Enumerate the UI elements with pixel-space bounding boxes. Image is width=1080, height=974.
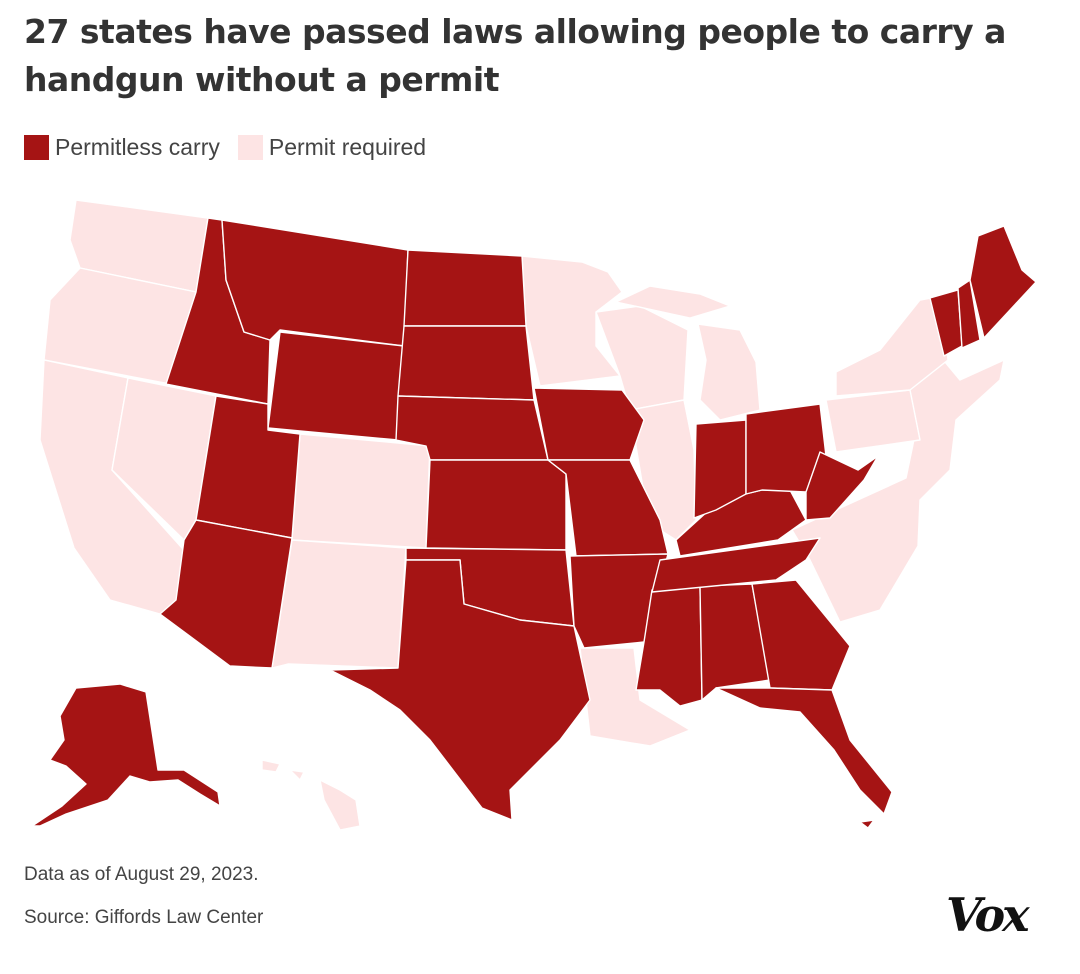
state-indiana xyxy=(693,419,747,519)
legend-swatch-permitless xyxy=(24,135,49,160)
state-minnesota xyxy=(521,255,623,387)
legend-swatch-permit xyxy=(237,135,263,160)
state-colorado xyxy=(291,433,431,549)
legend: Permitless carry Permit required xyxy=(24,134,444,161)
legend-item-permit: Permit required xyxy=(237,134,427,161)
state-kansas xyxy=(425,459,567,551)
state-new-hampshire xyxy=(957,279,981,349)
state-michigan xyxy=(697,323,761,421)
state-arkansas xyxy=(569,553,669,649)
state-south-dakota xyxy=(397,325,535,401)
state-pennsylvania xyxy=(825,389,921,453)
state-montana xyxy=(221,219,409,347)
state-louisiana xyxy=(579,647,691,747)
footnote-date: Data as of August 29, 2023. xyxy=(24,864,259,885)
state-arizona xyxy=(159,519,293,669)
state-tennessee xyxy=(651,537,821,593)
legend-label-permit: Permit required xyxy=(268,134,427,160)
state-alabama xyxy=(699,583,771,701)
state-michigan-up xyxy=(615,285,731,319)
state-georgia xyxy=(751,579,851,691)
us-map-svg xyxy=(31,199,1037,831)
legend-label-permitless: Permitless carry xyxy=(55,134,220,160)
state-texas xyxy=(329,559,591,821)
legend-item-permitless: Permitless carry xyxy=(24,134,220,161)
vox-logo: Vox xyxy=(946,888,1030,942)
state-north-dakota xyxy=(403,249,527,327)
state-west-virginia xyxy=(805,451,879,521)
state-maine xyxy=(969,225,1037,339)
footnote-source: Source: Giffords Law Center xyxy=(24,907,264,928)
state-florida xyxy=(715,687,893,815)
state-alaska xyxy=(31,683,221,827)
state-iowa xyxy=(533,387,645,461)
state-hawaii xyxy=(261,759,361,831)
chart-title: 27 states have passed laws allowing peop… xyxy=(24,12,1006,99)
state-wyoming xyxy=(267,331,405,441)
state-florida-keys xyxy=(859,819,875,829)
state-new-mexico xyxy=(271,539,407,669)
state-oregon xyxy=(43,267,197,385)
us-map xyxy=(0,190,1080,840)
